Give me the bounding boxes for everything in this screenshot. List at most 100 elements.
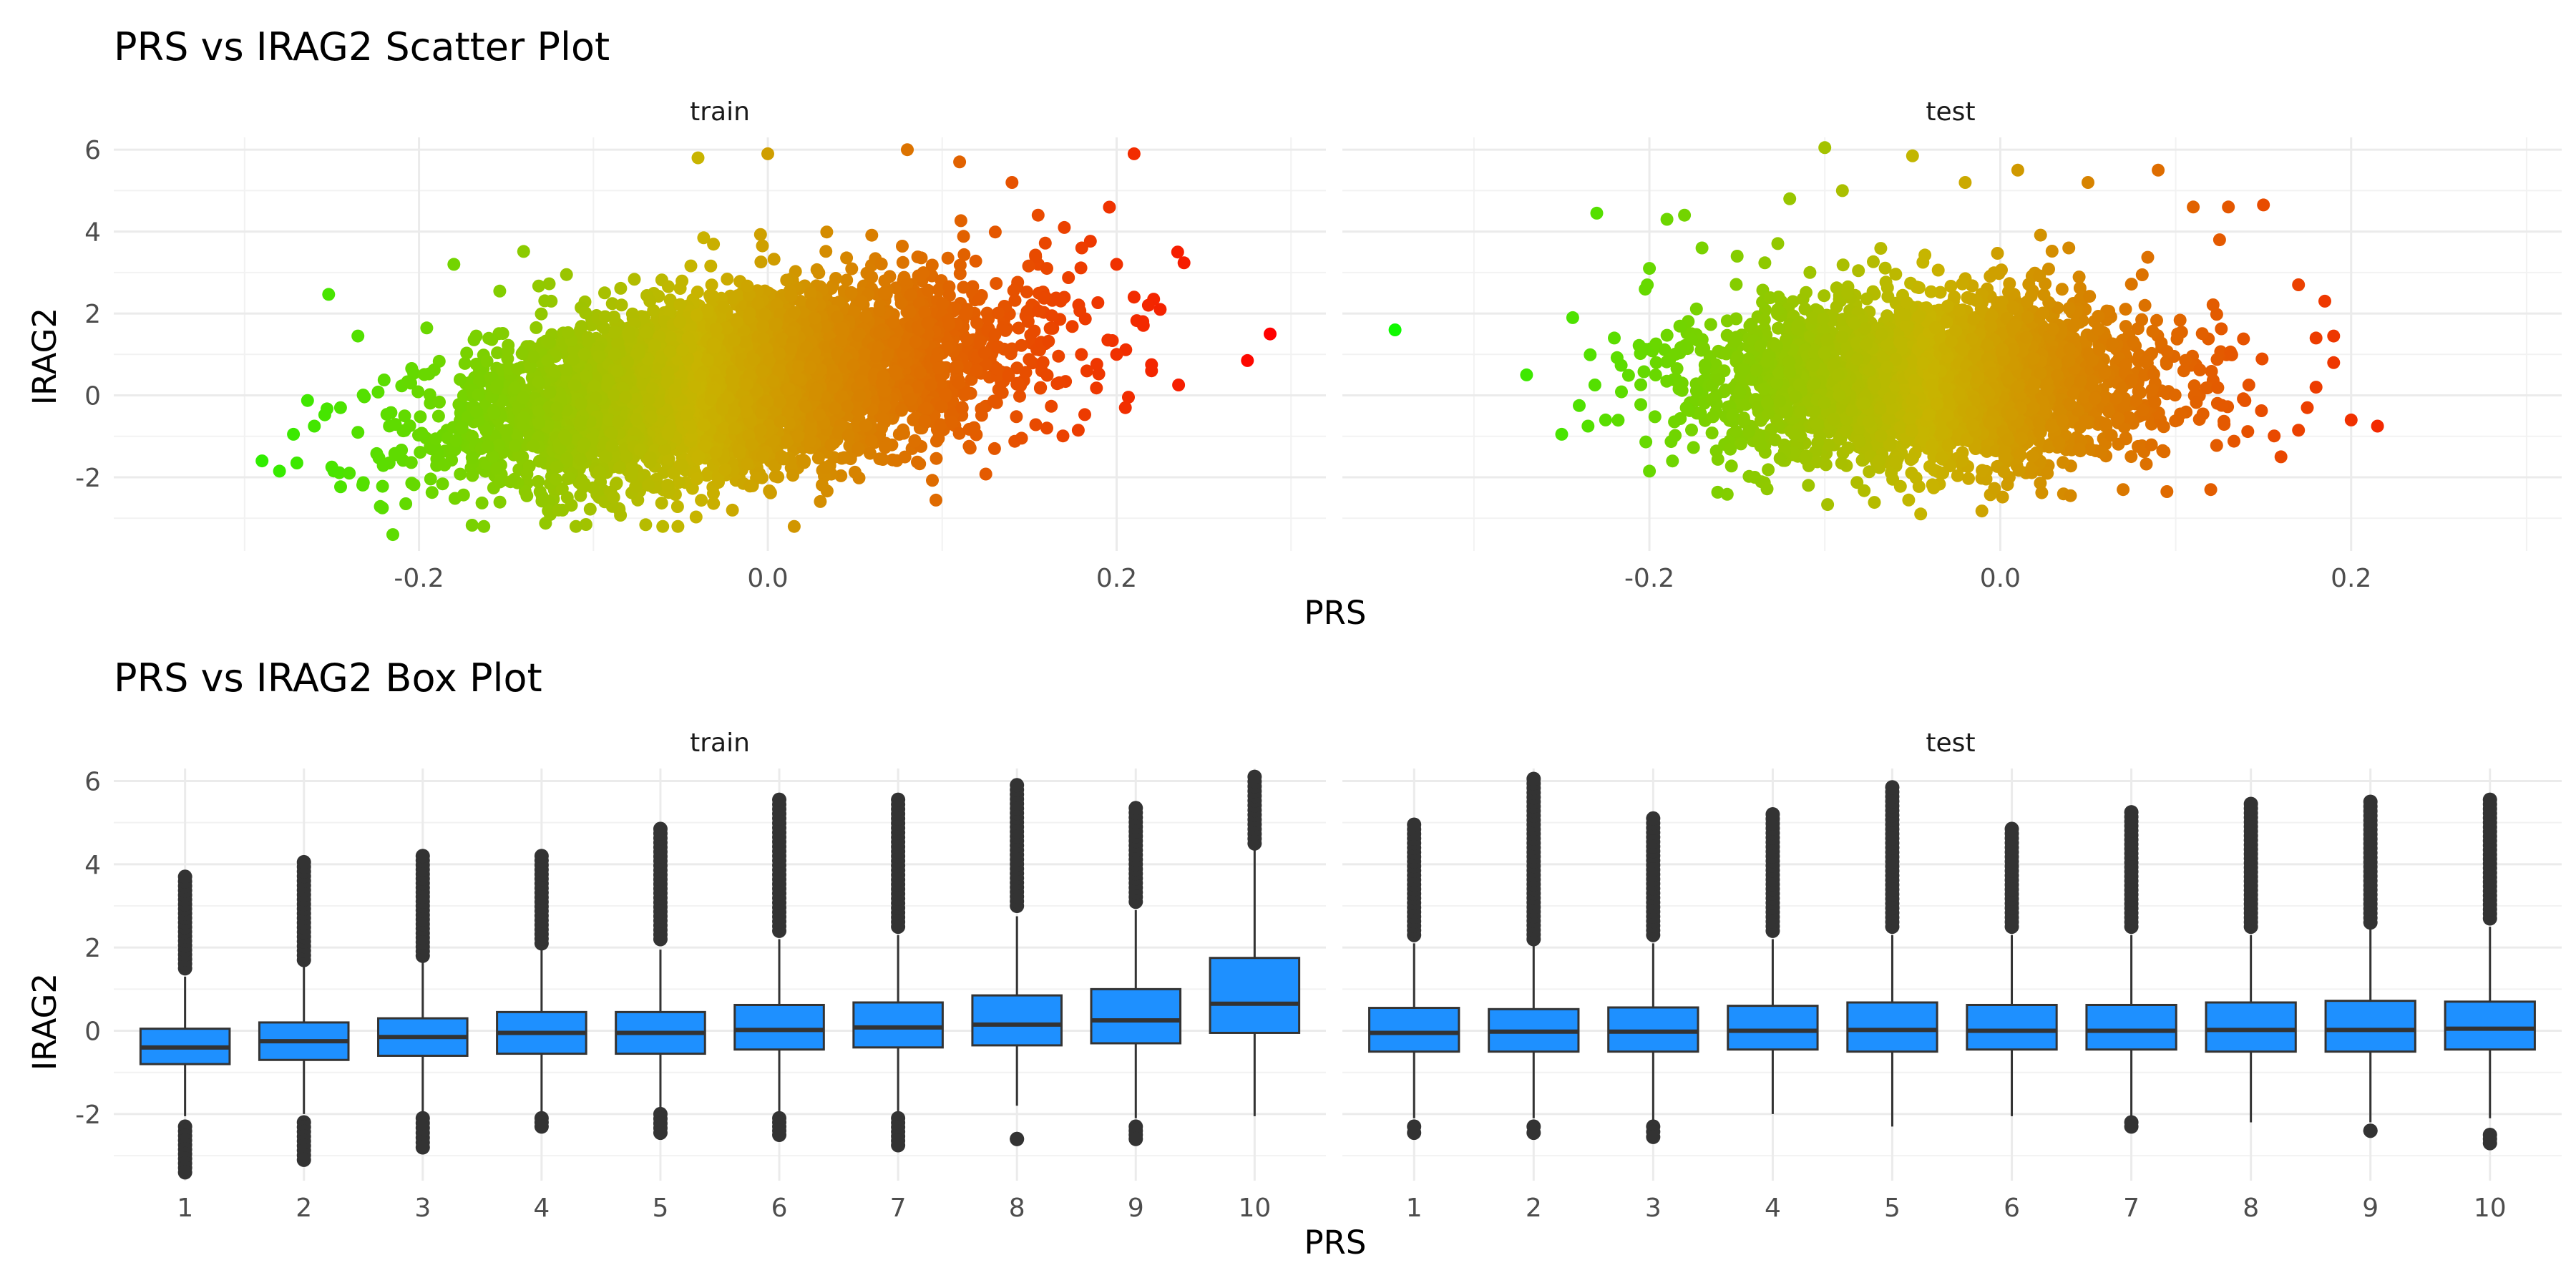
scatter-point (975, 409, 988, 422)
scatter-point (865, 270, 879, 284)
scatter-point (490, 462, 503, 475)
scatter-point (697, 419, 711, 432)
scatter-point (504, 475, 517, 489)
scatter-x-tick-label: -0.2 (394, 564, 444, 593)
scatter-point (424, 472, 437, 486)
scatter-point (800, 341, 814, 354)
scatter-point (841, 429, 855, 442)
scatter-point (466, 469, 479, 482)
scatter-point (988, 328, 1002, 341)
scatter-point (1141, 298, 1155, 312)
scatter-point (877, 286, 891, 299)
scatter-point (935, 400, 948, 414)
scatter-point (535, 307, 548, 321)
scatter-point (580, 369, 593, 383)
scatter-point (792, 360, 805, 374)
scatter-point (972, 293, 986, 306)
scatter-point (469, 405, 483, 419)
scatter-point (740, 395, 753, 409)
scatter-point (787, 519, 801, 533)
scatter-point (535, 494, 549, 508)
scatter-point (812, 408, 826, 421)
scatter-point (977, 346, 991, 359)
scatter-point (1023, 353, 1036, 366)
scatter-point (532, 475, 545, 488)
scatter-point (791, 371, 805, 385)
scatter-point (431, 409, 445, 423)
scatter-point (726, 503, 739, 517)
scatter-point (301, 394, 314, 407)
scatter-point (608, 347, 621, 361)
scatter-point (620, 450, 633, 464)
scatter-point (955, 401, 969, 415)
scatter-point (909, 335, 922, 348)
scatter-point (449, 434, 463, 447)
scatter-point (1013, 389, 1026, 403)
scatter-point (562, 472, 576, 485)
scatter-point (472, 388, 485, 401)
scatter-point (914, 251, 928, 265)
scatter-point (814, 494, 827, 508)
scatter-point (924, 379, 938, 392)
scatter-point (465, 519, 479, 532)
scatter-point (543, 386, 557, 399)
scatter-point (1043, 321, 1057, 335)
scatter-point (457, 488, 470, 502)
scatter-point (560, 452, 573, 466)
scatter-point (520, 489, 534, 502)
scatter-point (878, 384, 892, 398)
scatter-point (560, 268, 573, 281)
scatter-point (615, 298, 628, 312)
scatter-point (741, 279, 754, 293)
scatter-point (934, 418, 947, 431)
scatter-point (1029, 418, 1043, 431)
scatter-point (598, 310, 612, 323)
scatter-point (548, 364, 562, 378)
scatter-point (433, 395, 446, 409)
scatter-point (454, 373, 467, 386)
scatter-point (1103, 200, 1116, 214)
scatter-point (417, 368, 431, 381)
scatter-point (763, 484, 776, 497)
scatter-point (897, 426, 910, 440)
scatter-point (904, 393, 917, 406)
scatter-point (873, 326, 887, 339)
scatter-point (898, 450, 912, 464)
scatter-point (684, 259, 698, 273)
scatter-point (670, 500, 684, 513)
scatter-point (819, 245, 833, 258)
scatter-point (721, 273, 734, 286)
scatter-point (681, 331, 695, 345)
scatter-point (954, 214, 967, 228)
scatter-point (527, 439, 540, 453)
scatter-point (1090, 381, 1103, 395)
scatter-point (589, 391, 602, 405)
scatter-point (1045, 309, 1058, 323)
scatter-point (747, 353, 761, 366)
scatter-point (718, 463, 732, 477)
scatter-point (1080, 364, 1093, 378)
scatter-point (1052, 349, 1065, 363)
scatter-point (963, 441, 977, 455)
scatter-point (1015, 431, 1028, 445)
scatter-point (864, 434, 878, 448)
scatter-point (520, 467, 534, 481)
scatter-point (642, 393, 655, 406)
scatter-point (969, 254, 982, 268)
scatter-point (728, 421, 741, 435)
scatter-point (1122, 391, 1135, 404)
scatter-point (404, 456, 418, 469)
scatter-title: PRS vs IRAG2 Scatter Plot (114, 24, 610, 69)
scatter-point (706, 290, 720, 303)
scatter-point (960, 386, 973, 400)
scatter-point (1177, 256, 1191, 270)
scatter-point (414, 410, 427, 424)
scatter-point (680, 409, 693, 422)
scatter-x-tick-label: 0.0 (747, 564, 788, 593)
scatter-x-tick-label: 0.2 (1096, 564, 1137, 593)
scatter-point (879, 441, 892, 454)
scatter-point (527, 350, 540, 364)
scatter-point (532, 279, 545, 293)
scatter-point (577, 347, 591, 361)
